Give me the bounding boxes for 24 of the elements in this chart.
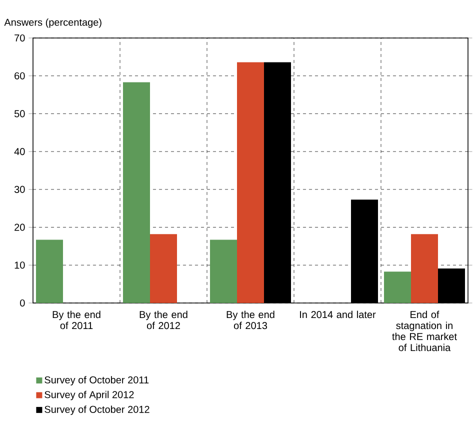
x-tick-label: In 2014 and later: [300, 310, 376, 318]
bar: [384, 272, 411, 303]
y-axis-title: Answers (percentage): [4, 18, 102, 28]
x-tick-label: By the end of 2012: [140, 310, 188, 330]
bar: [36, 240, 64, 303]
y-tick-label: 70: [14, 34, 25, 42]
y-tick-label: 30: [14, 186, 25, 193]
y-tick-label: 60: [14, 72, 25, 80]
y-tick-label: 20: [14, 224, 25, 231]
legend-label: Survey of October 2011: [44, 376, 149, 386]
y-tick-label: 10: [14, 262, 25, 269]
legend-label: Survey of April 2012: [44, 390, 134, 400]
x-tick-label: End of stagnation in the RE market of Lithuania: [392, 310, 457, 352]
bar: [410, 234, 438, 303]
x-tick-label: By the end of 2011: [52, 310, 100, 330]
bar: [237, 62, 264, 303]
bar: [123, 82, 150, 303]
x-tick-label: By the end of 2013: [226, 310, 274, 330]
legend-label: Survey of October 2012: [44, 406, 150, 415]
bar: [150, 234, 177, 303]
y-tick-label: 40: [14, 148, 25, 156]
y-tick-label: 0: [20, 299, 25, 307]
y-tick-label: 50: [14, 110, 25, 118]
bar: [210, 240, 237, 303]
